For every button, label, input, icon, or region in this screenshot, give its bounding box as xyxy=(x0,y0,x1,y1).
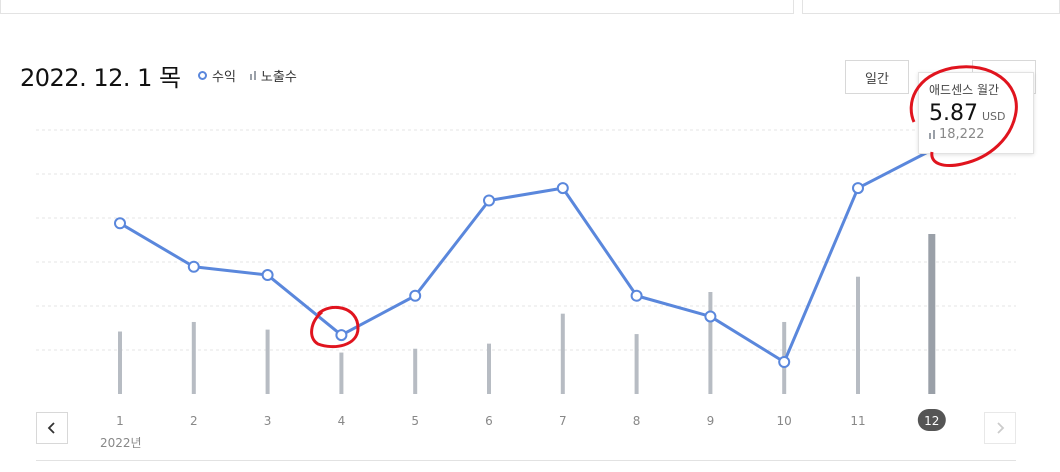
chart-tooltip: 애드센스 월간 5.87 USD 18,222 xyxy=(918,72,1034,154)
impressions-icon xyxy=(929,130,935,139)
selected-month-badge xyxy=(917,409,946,431)
prev-button[interactable] xyxy=(36,412,68,444)
revenue-point-2 xyxy=(187,260,200,273)
revenue-point-6 xyxy=(483,194,495,207)
x-tick-label-1: 1 xyxy=(116,414,124,428)
next-button[interactable] xyxy=(984,412,1016,444)
x-tick-label-11: 11 xyxy=(850,414,865,428)
x-tick-label-5: 5 xyxy=(411,414,419,428)
x-tick-label-12: 12 xyxy=(924,414,939,428)
x-tick-label-7: 7 xyxy=(559,414,567,428)
line-series-icon xyxy=(198,71,207,80)
revenue-point-3 xyxy=(261,269,274,282)
impression-bar-6 xyxy=(487,343,491,394)
revenue-point-11 xyxy=(852,182,864,195)
divider xyxy=(36,460,1016,461)
revenue-point-8 xyxy=(630,289,643,302)
top-card-left xyxy=(0,0,794,14)
impression-bar-8 xyxy=(634,334,639,394)
chart-legend: 수익 노출수 xyxy=(198,66,297,85)
legend-revenue-label: 수익 xyxy=(212,70,236,85)
x-tick-label-6: 6 xyxy=(485,414,493,428)
x-tick-label-4: 4 xyxy=(338,414,346,428)
impression-bar-4 xyxy=(339,352,344,394)
revenue-point-1 xyxy=(114,217,126,230)
x-tick-label-2: 2 xyxy=(190,414,198,428)
impression-bar-1 xyxy=(118,331,122,394)
impression-bar-12 xyxy=(928,234,936,394)
legend-revenue[interactable]: 수익 xyxy=(198,66,236,85)
page-title: 2022. 12. 1 목 xyxy=(20,64,181,92)
daily-button[interactable]: 일간 xyxy=(845,60,909,94)
year-label: 2022년 xyxy=(100,436,142,450)
impression-bar-7 xyxy=(560,313,565,394)
impression-bar-5 xyxy=(413,348,418,394)
tooltip-value: 5.87 xyxy=(929,101,978,126)
legend-impressions[interactable]: 노출수 xyxy=(249,66,297,85)
legend-impressions-label: 노출수 xyxy=(260,70,297,85)
revenue-point-9 xyxy=(704,310,717,323)
x-tick-label-10: 10 xyxy=(777,414,792,428)
x-tick-label-9: 9 xyxy=(707,414,715,428)
impression-bar-3 xyxy=(265,329,270,394)
revenue-line xyxy=(119,148,933,364)
impression-bar-9 xyxy=(708,292,713,394)
tooltip-title: 애드센스 월간 xyxy=(929,83,1000,97)
revenue-point-4 xyxy=(335,329,348,342)
chevron-left-icon xyxy=(47,422,55,434)
revenue-point-10 xyxy=(778,356,791,368)
impression-bar-11 xyxy=(856,276,860,394)
tooltip-impressions: 18,222 xyxy=(939,127,985,142)
tooltip-unit: USD xyxy=(981,110,1006,123)
impression-bar-2 xyxy=(191,321,196,394)
revenue-point-5 xyxy=(409,289,422,302)
revenue-point-7 xyxy=(556,182,569,195)
bar-series-icon xyxy=(249,71,256,80)
x-tick-label-3: 3 xyxy=(264,414,272,428)
chevron-right-icon xyxy=(997,422,1005,434)
x-tick-label-8: 8 xyxy=(633,414,641,428)
